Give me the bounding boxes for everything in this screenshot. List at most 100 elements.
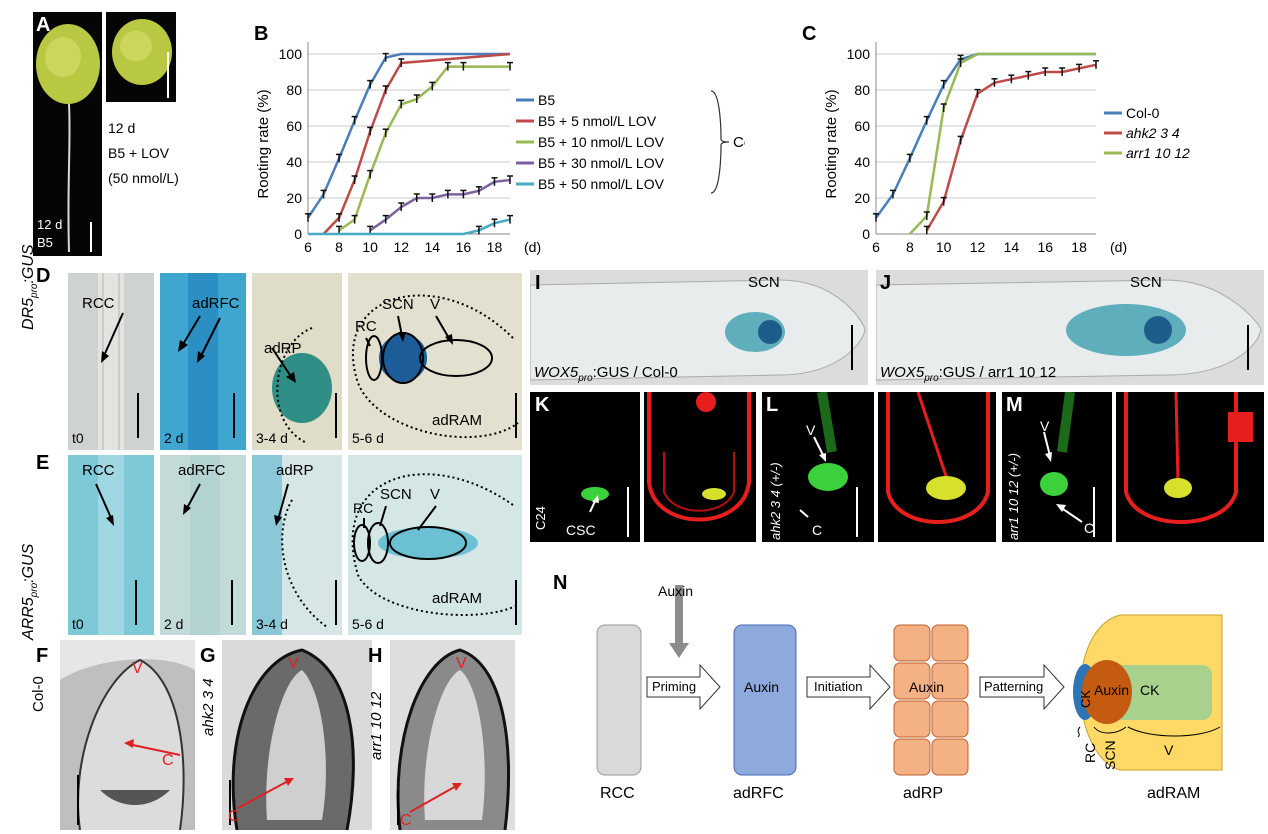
y-tick-label: 60 [286, 118, 302, 134]
panel-i-image [530, 270, 868, 385]
x-tick-label: 16 [1037, 239, 1053, 255]
f-c-label: C [162, 752, 174, 769]
series-line [306, 52, 510, 219]
panel-m-red [1116, 392, 1264, 542]
g-genotype: ahk2 3 4 [200, 678, 217, 736]
l-c-label: C [812, 522, 823, 538]
d-rcc-label: RCC [82, 295, 115, 312]
e-adrfc-label: adRFC [178, 462, 226, 479]
chart-b: B 0 20 40 60 80 100 6 8 10 12 14 16 18 (d) Rooting rate… [254, 23, 745, 255]
g-v-label: V [288, 655, 299, 672]
x-tick-label: 14 [425, 239, 441, 255]
f-genotype: Col-0 [30, 676, 47, 712]
panel-l-green [762, 392, 874, 542]
panel-d-56d [348, 273, 522, 450]
panel-m-green [1002, 392, 1112, 542]
panel-a-photo-b5 [33, 12, 102, 256]
series-line [369, 178, 511, 232]
i-scn-label: SCN [748, 274, 780, 291]
seedling-lov-image [112, 19, 172, 98]
n-auxin-top: Auxin [658, 583, 694, 599]
d-rc-label: RC [355, 318, 377, 335]
panel-e-label: E [36, 452, 50, 474]
legend-entry: B5 + 5 nmol/L LOV [538, 113, 657, 129]
x-tick-label: 18 [1071, 239, 1087, 255]
legend-entry: Col-0 [1126, 105, 1160, 121]
panel-e-56d [348, 455, 522, 635]
y-axis-label: Rooting rate (%) [823, 89, 840, 198]
x-tick-label: 16 [456, 239, 472, 255]
d-2d-label: 2 d [164, 430, 184, 446]
e-34d-label: 3-4 d [256, 616, 288, 632]
y-axis-label: Rooting rate (%) [255, 89, 272, 198]
n-priming: Priming [652, 679, 697, 694]
j-caption: WOX5pro:GUS / arr1 10 12 [880, 364, 1057, 384]
k-c24: C24 [533, 506, 548, 530]
panel-d-34d [252, 273, 342, 450]
x-tick-label: 8 [906, 239, 914, 255]
legend-entry: B5 + 50 nmol/L LOV [538, 176, 665, 192]
h-genotype: arr1 10 12 [368, 691, 385, 760]
e-adrp-label: adRP [276, 462, 314, 479]
d-56d-label: 5-6 d [352, 430, 384, 446]
x-unit-label: (d) [524, 239, 541, 255]
n-scn: SCN [1102, 740, 1118, 770]
n-auxin-ram: Auxin [1094, 682, 1130, 698]
j-scn-label: SCN [1130, 274, 1162, 291]
d-scn-label: SCN [382, 296, 414, 313]
legend-entry: B5 + 30 nmol/L LOV [538, 155, 665, 171]
panel-d-row-label: DR5pro:GUS [20, 244, 41, 330]
x-tick-label: 8 [335, 239, 343, 255]
panel-n-label: N [553, 572, 568, 594]
legend-entry: B5 + 10 nmol/L LOV [538, 134, 665, 150]
chart-c: C 0 20 40 60 80 100 6 8 10 12 14 16 18 (d) Rooting rate… [802, 23, 1190, 255]
seedling-b5-image [36, 24, 100, 253]
y-tick-label: 20 [854, 190, 870, 206]
x-tick-label: 18 [487, 239, 503, 255]
panel-l-label: L [766, 394, 779, 416]
x-unit-label: (d) [1110, 239, 1127, 255]
panel-a-12d-b5: 12 d [37, 217, 63, 232]
n-auxin-adrfc: Auxin [744, 679, 780, 695]
d-adram-label: adRAM [432, 412, 483, 429]
n-initiation: Initiation [814, 679, 863, 694]
panel-l-red [878, 392, 996, 542]
x-tick-label: 10 [936, 239, 952, 255]
y-tick-label: 0 [294, 226, 302, 242]
panel-f-image [60, 640, 195, 830]
series-line [908, 52, 1096, 235]
y-tick-label: 80 [854, 82, 870, 98]
y-tick-label: 0 [862, 226, 870, 242]
y-tick-label: 60 [854, 118, 870, 134]
panel-e-row-label: ARR5pro:GUS [20, 543, 41, 640]
d-t0-label: t0 [72, 430, 84, 446]
panel-e-t0 [68, 455, 154, 635]
d-v-label: V [430, 296, 441, 313]
brace-label: Col-0 [733, 134, 745, 151]
legend-entry: B5 [538, 92, 555, 108]
panel-a-conc: (50 nmol/L) [108, 170, 179, 186]
panel-e-34d [252, 455, 342, 635]
y-tick-label: 20 [286, 190, 302, 206]
y-tick-label: 100 [847, 46, 871, 62]
panel-d-label: D [36, 265, 51, 287]
panel-g-label: G [200, 645, 216, 667]
g-c-label: C [228, 808, 240, 825]
series-line [338, 65, 510, 232]
n-adrfc: adRFC [733, 785, 784, 802]
panel-k-label: K [535, 394, 550, 416]
panel-a-label: A [36, 14, 51, 36]
panel-a-b5: B5 [37, 235, 53, 250]
x-tick-label: 12 [970, 239, 986, 255]
e-v-label: V [430, 486, 441, 503]
chart-panel-label: C [802, 23, 816, 45]
x-tick-label: 6 [872, 239, 880, 255]
e-56d-label: 5-6 d [352, 616, 384, 632]
n-adram: adRAM [1147, 785, 1201, 802]
m-genotype: arr1 10 12 (+/-) [1006, 452, 1021, 540]
d-adrfc-label: adRFC [192, 295, 240, 312]
n-rc: RC [1082, 742, 1098, 763]
e-rcc-label: RCC [82, 462, 115, 479]
panel-d-t0 [68, 273, 154, 450]
d-34d-label: 3-4 d [256, 430, 288, 446]
